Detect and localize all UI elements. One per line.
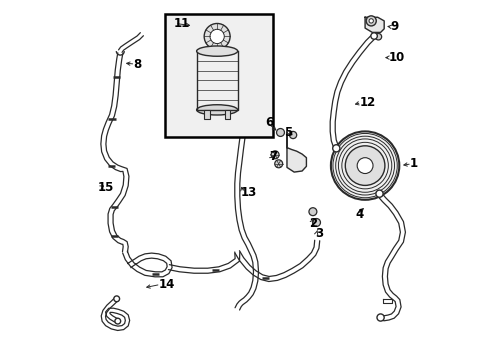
Circle shape xyxy=(274,160,282,168)
Circle shape xyxy=(374,33,381,40)
Circle shape xyxy=(114,296,120,302)
Circle shape xyxy=(375,190,382,197)
Circle shape xyxy=(209,29,224,44)
Polygon shape xyxy=(286,132,306,172)
Bar xyxy=(165,14,273,137)
Circle shape xyxy=(368,19,373,23)
Circle shape xyxy=(270,151,279,159)
Text: 12: 12 xyxy=(359,96,375,109)
Circle shape xyxy=(345,146,384,185)
Circle shape xyxy=(115,318,121,324)
Text: 14: 14 xyxy=(159,278,175,291)
Text: 9: 9 xyxy=(389,21,398,33)
Bar xyxy=(224,110,230,119)
Text: 3: 3 xyxy=(314,227,322,240)
Text: 7: 7 xyxy=(269,150,277,163)
Circle shape xyxy=(308,208,316,216)
Text: 13: 13 xyxy=(241,186,257,199)
Polygon shape xyxy=(365,17,384,32)
Circle shape xyxy=(370,33,377,39)
Text: 4: 4 xyxy=(355,208,363,221)
Circle shape xyxy=(330,131,399,200)
Text: 11: 11 xyxy=(173,17,189,30)
Circle shape xyxy=(356,158,372,174)
Text: 10: 10 xyxy=(387,51,404,64)
Text: 5: 5 xyxy=(284,126,292,139)
Text: 1: 1 xyxy=(409,157,417,170)
Circle shape xyxy=(289,131,296,139)
Ellipse shape xyxy=(196,46,237,56)
Circle shape xyxy=(332,145,339,152)
Circle shape xyxy=(276,129,284,136)
Circle shape xyxy=(241,113,247,120)
Ellipse shape xyxy=(196,105,237,115)
Circle shape xyxy=(312,219,320,226)
Text: 15: 15 xyxy=(98,181,114,194)
Circle shape xyxy=(204,23,230,49)
Circle shape xyxy=(366,16,375,26)
Text: 6: 6 xyxy=(265,116,273,129)
Bar xyxy=(203,110,209,119)
Circle shape xyxy=(376,314,384,321)
Text: 2: 2 xyxy=(309,217,317,230)
Text: 8: 8 xyxy=(133,58,142,71)
